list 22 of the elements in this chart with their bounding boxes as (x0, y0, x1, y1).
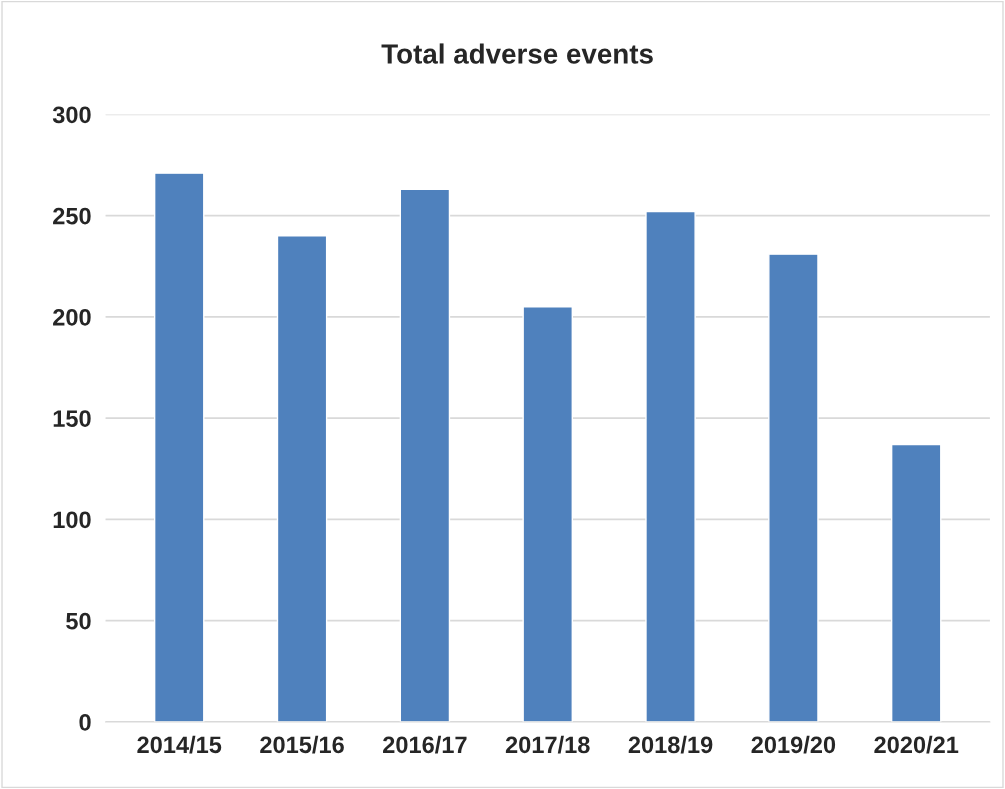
bar (153, 172, 205, 722)
bar (768, 253, 819, 722)
y-tick-label: 300 (52, 106, 91, 124)
chart-title: Total adverse events (381, 43, 653, 64)
y-tick-label: 0 (79, 714, 91, 731)
x-tick-label: 2016/17 (383, 735, 467, 754)
y-tick-label: 100 (53, 511, 91, 529)
x-tick-label: 2015/16 (260, 735, 344, 754)
x-tick-label: 2019/20 (751, 735, 836, 754)
x-tick-label: 2018/19 (628, 735, 713, 754)
x-tick-label: 2014/15 (137, 735, 222, 754)
x-tick-label: 2017/18 (505, 735, 590, 754)
bar (890, 443, 942, 722)
y-tick-label: 250 (53, 207, 91, 225)
bar (522, 306, 573, 722)
y-tick-label: 200 (53, 308, 91, 326)
bar (645, 210, 696, 722)
bar (276, 235, 328, 722)
bar (399, 188, 451, 722)
y-tick-label: 50 (66, 612, 91, 630)
x-tick-label: 2020/21 (874, 735, 959, 754)
y-tick-label: 150 (53, 410, 91, 427)
